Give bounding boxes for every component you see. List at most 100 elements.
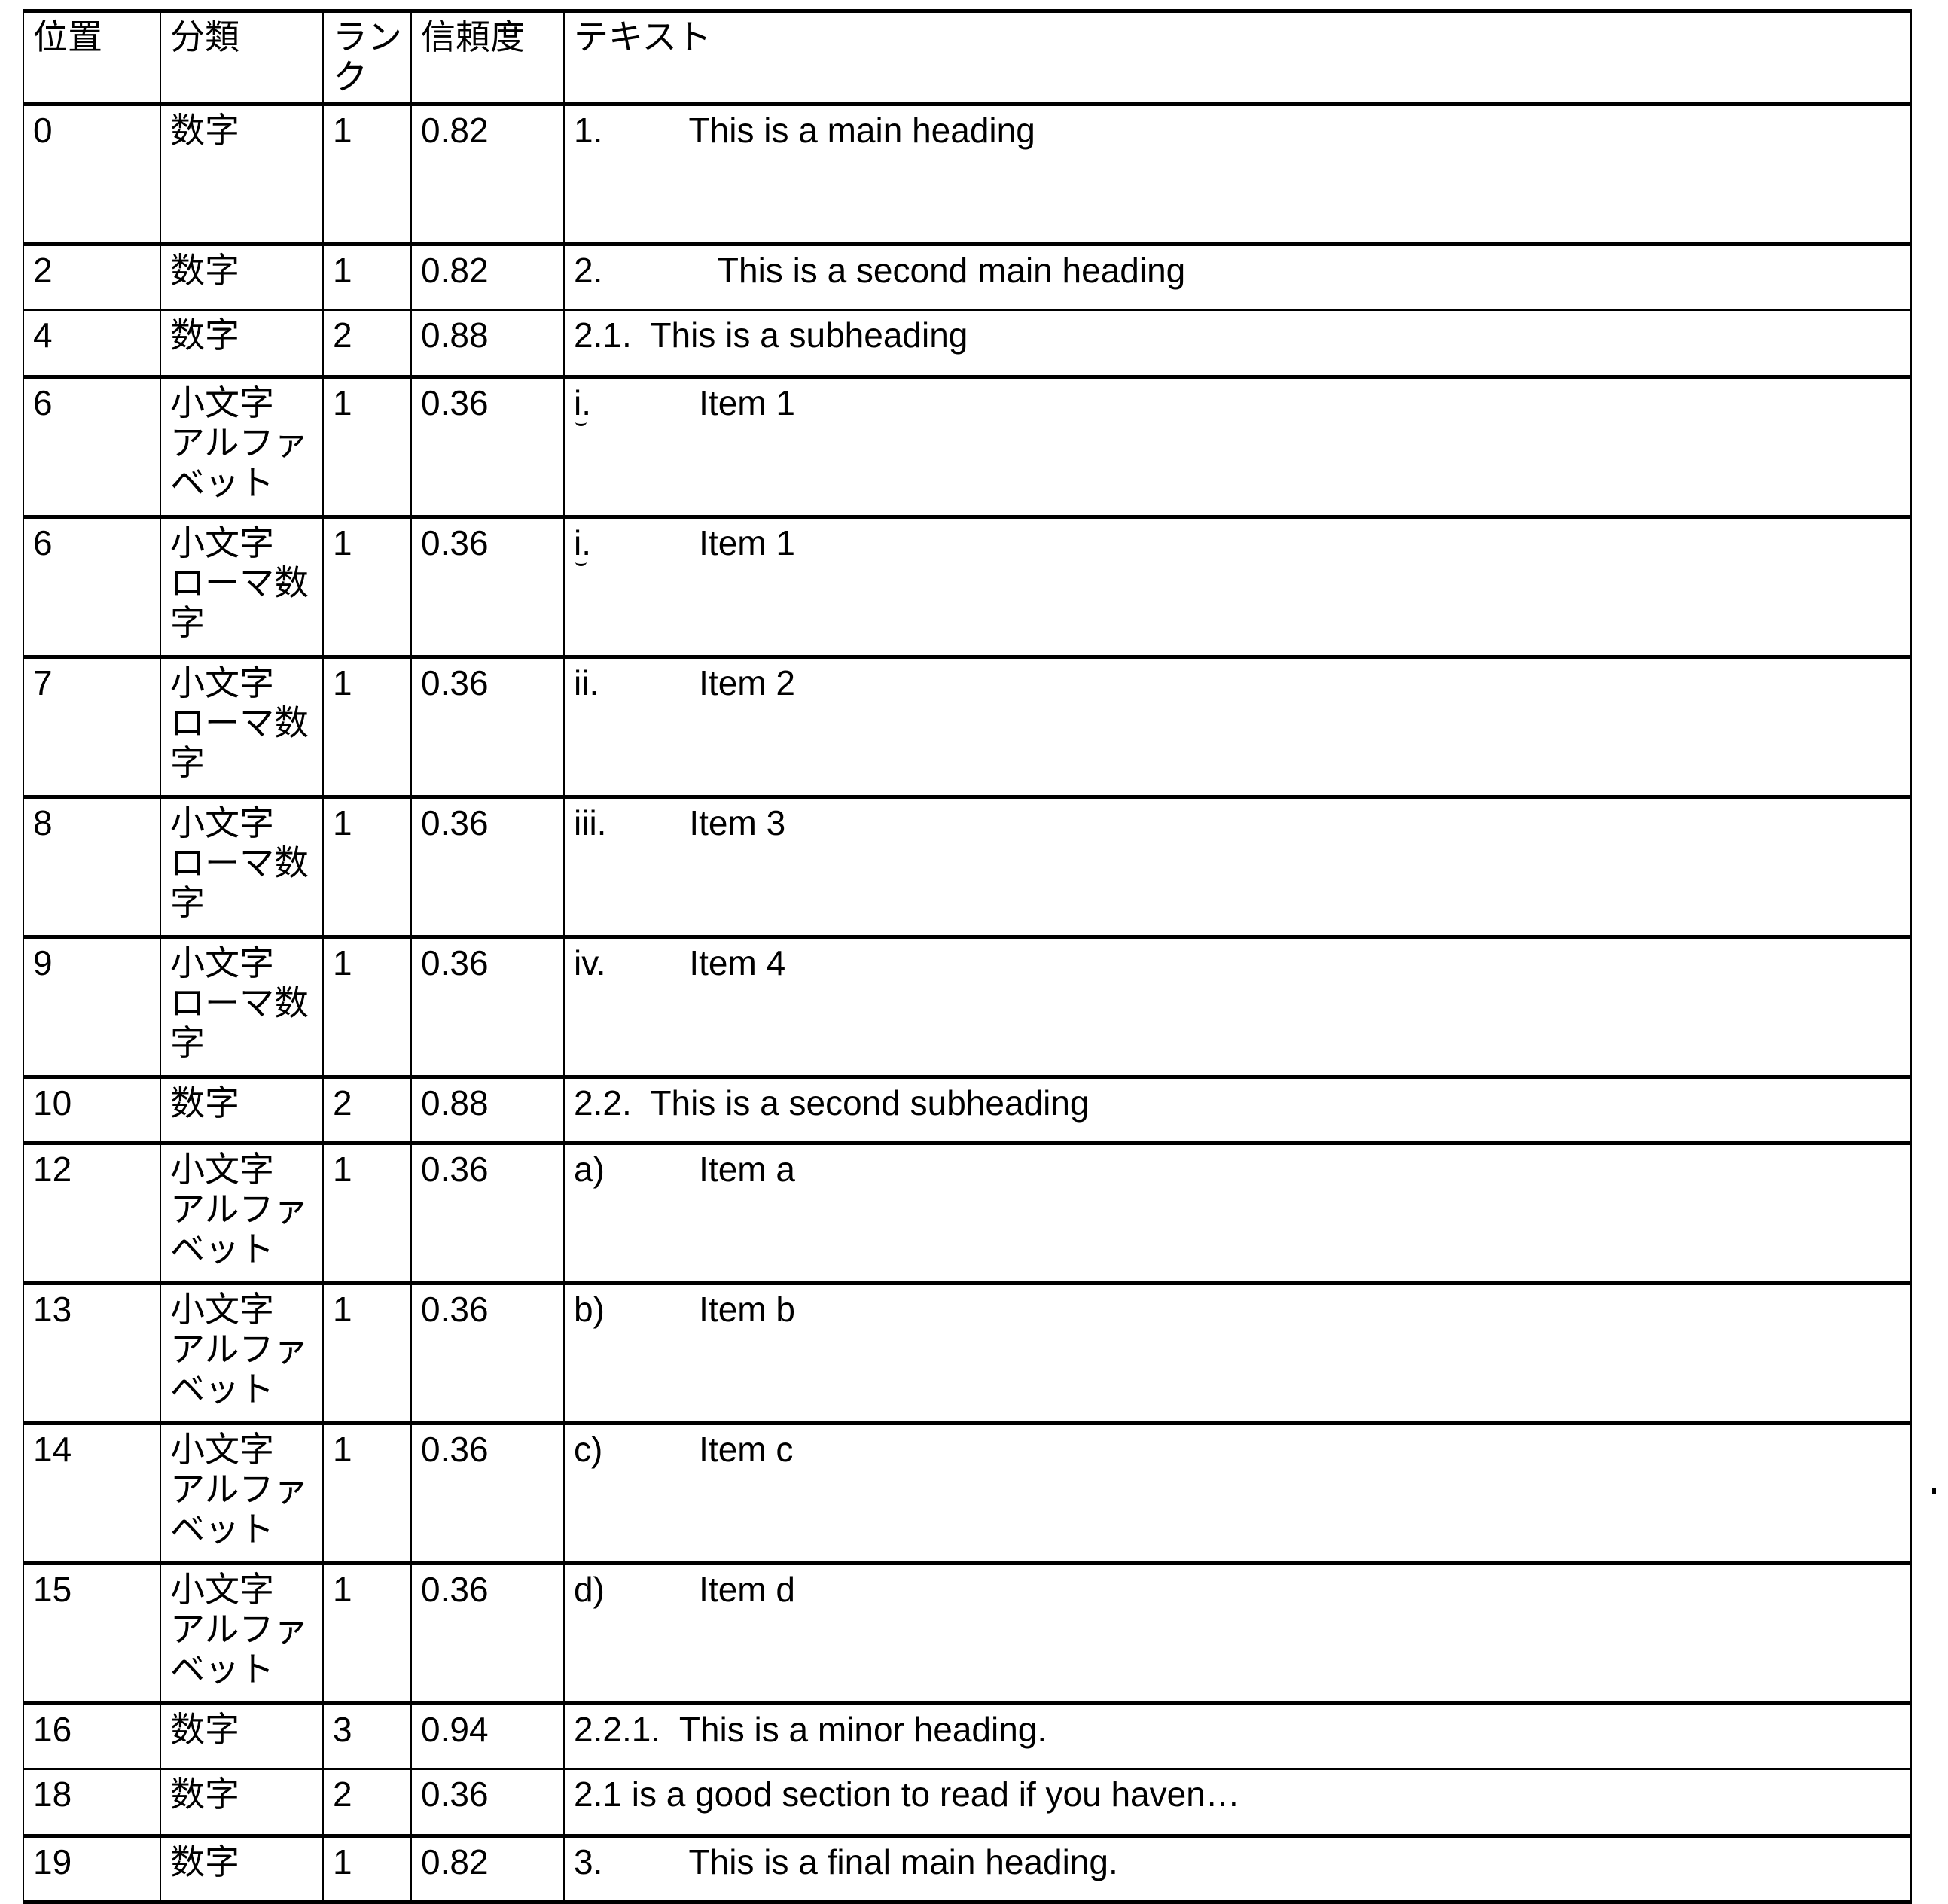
table-row: 10 数字 2 0.88 2.2. This is a second subhe… xyxy=(23,1077,1911,1143)
cell-category: 数字 xyxy=(160,244,323,310)
cell-position: 6 xyxy=(23,376,160,516)
cell-text: 1. This is a main heading xyxy=(564,104,1911,244)
cell-rank: 2 xyxy=(323,1769,411,1835)
table-header-row: 位置 分類 ランク 信頼度 テキスト xyxy=(23,11,1911,105)
cell-position: 12 xyxy=(23,1143,160,1283)
cell-text: 2.2.1. This is a minor heading. xyxy=(564,1703,1911,1769)
cell-rank: 1 xyxy=(323,516,411,656)
table-row: 12 小文字 アルファベット 1 0.36 a) Item a xyxy=(23,1143,1911,1283)
cell-category: 数字 xyxy=(160,310,323,376)
table-row: 18 数字 2 0.36 2.1 is a good section to re… xyxy=(23,1769,1911,1835)
column-header-position: 位置 xyxy=(23,11,160,105)
cell-rank: 1 xyxy=(323,937,411,1077)
cell-text: d) Item d xyxy=(564,1563,1911,1703)
cell-category: 数字 xyxy=(160,1835,323,1902)
cell-rank: 1 xyxy=(323,376,411,516)
cell-confidence: 0.82 xyxy=(411,244,564,310)
table-row: 7 小文字 ローマ数字 1 0.36 ii. Item 2 xyxy=(23,656,1911,797)
cell-rank: 1 xyxy=(323,1143,411,1283)
table-header: 位置 分類 ランク 信頼度 テキスト xyxy=(23,11,1911,105)
cell-position: 6 xyxy=(23,516,160,656)
cell-rank: 1 xyxy=(323,244,411,310)
cell-rank: 1 xyxy=(323,104,411,244)
cell-rank: 1 xyxy=(323,656,411,797)
cell-category: 小文字 ローマ数字 xyxy=(160,797,323,937)
cell-confidence: 0.88 xyxy=(411,1077,564,1143)
cell-confidence: 0.88 xyxy=(411,310,564,376)
cell-category: 小文字 アルファベット xyxy=(160,1563,323,1703)
cell-text: iv. Item 4 xyxy=(564,937,1911,1077)
cell-text: 3. This is a final main heading. xyxy=(564,1835,1911,1902)
cell-text: 2. This is a second main heading xyxy=(564,244,1911,310)
cell-confidence: 0.82 xyxy=(411,104,564,244)
table-row: 16 数字 3 0.94 2.2.1. This is a minor head… xyxy=(23,1703,1911,1769)
cell-category: 数字 xyxy=(160,1703,323,1769)
cell-confidence: 0.36 xyxy=(411,1283,564,1423)
cell-position: 2 xyxy=(23,244,160,310)
table-row: 8 小文字 ローマ数字 1 0.36 iii. Item 3 xyxy=(23,797,1911,937)
cell-rank: 1 xyxy=(323,1835,411,1902)
cell-text: 2.2. This is a second subheading xyxy=(564,1077,1911,1143)
cell-position: 9 xyxy=(23,937,160,1077)
cell-rank: 2 xyxy=(323,310,411,376)
table-body: 0 数字 1 0.82 1. This is a main heading 2 … xyxy=(23,104,1911,1902)
table-row: 19 数字 1 0.82 3. This is a final main hea… xyxy=(23,1835,1911,1902)
cell-text: c) Item c xyxy=(564,1423,1911,1563)
table-row: 9 小文字 ローマ数字 1 0.36 iv. Item 4 xyxy=(23,937,1911,1077)
cell-category: 小文字 アルファベット xyxy=(160,376,323,516)
cell-confidence: 0.36 xyxy=(411,376,564,516)
cell-category: 小文字 アルファベット xyxy=(160,1423,323,1563)
cell-category: 小文字 アルファベット xyxy=(160,1283,323,1423)
cell-category: 小文字 アルファベット xyxy=(160,1143,323,1283)
table-row: 6 小文字 ローマ数字 1 0.36 i. Item 1 xyxy=(23,516,1911,656)
cell-position: 13 xyxy=(23,1283,160,1423)
cell-rank: 1 xyxy=(323,1423,411,1563)
cell-confidence: 0.36 xyxy=(411,516,564,656)
table-row: 2 数字 1 0.82 2. This is a second main hea… xyxy=(23,244,1911,310)
table-row: 14 小文字 アルファベット 1 0.36 c) Item c xyxy=(23,1423,1911,1563)
cell-rank: 1 xyxy=(323,797,411,937)
cell-category: 小文字 ローマ数字 xyxy=(160,937,323,1077)
cell-rank: 3 xyxy=(323,1703,411,1769)
cell-position: 14 xyxy=(23,1423,160,1563)
cell-category: 小文字 ローマ数字 xyxy=(160,516,323,656)
cell-confidence: 0.82 xyxy=(411,1835,564,1902)
page-canvas: 位置 分類 ランク 信頼度 テキスト 0 数字 1 0.82 1. This i… xyxy=(0,0,1948,1544)
cell-category: 数字 xyxy=(160,1769,323,1835)
cell-text: i. Item 1 xyxy=(564,376,1911,516)
cell-rank: 1 xyxy=(323,1563,411,1703)
cell-rank: 1 xyxy=(323,1283,411,1423)
cell-confidence: 0.94 xyxy=(411,1703,564,1769)
cell-text: b) Item b xyxy=(564,1283,1911,1423)
column-header-rank: ランク xyxy=(323,11,411,105)
cell-position: 10 xyxy=(23,1077,160,1143)
cell-confidence: 0.36 xyxy=(411,1769,564,1835)
cell-confidence: 0.36 xyxy=(411,1563,564,1703)
cell-confidence: 0.36 xyxy=(411,937,564,1077)
cell-text: a) Item a xyxy=(564,1143,1911,1283)
cell-position: 15 xyxy=(23,1563,160,1703)
cell-text: 2.1. This is a subheading xyxy=(564,310,1911,376)
cell-position: 8 xyxy=(23,797,160,937)
scan-speck xyxy=(1932,1488,1936,1494)
cell-confidence: 0.36 xyxy=(411,1423,564,1563)
table-row: 0 数字 1 0.82 1. This is a main heading xyxy=(23,104,1911,244)
column-header-category: 分類 xyxy=(160,11,323,105)
cell-text: 2.1 is a good section to read if you hav… xyxy=(564,1769,1911,1835)
cell-confidence: 0.36 xyxy=(411,656,564,797)
table-row: 4 数字 2 0.88 2.1. This is a subheading xyxy=(23,310,1911,376)
cell-position: 4 xyxy=(23,310,160,376)
cell-confidence: 0.36 xyxy=(411,1143,564,1283)
cell-category: 小文字 ローマ数字 xyxy=(160,656,323,797)
cell-text: ii. Item 2 xyxy=(564,656,1911,797)
table-row: 15 小文字 アルファベット 1 0.36 d) Item d xyxy=(23,1563,1911,1703)
cell-category: 数字 xyxy=(160,1077,323,1143)
classification-results-table: 位置 分類 ランク 信頼度 テキスト 0 数字 1 0.82 1. This i… xyxy=(23,9,1912,1904)
column-header-confidence: 信頼度 xyxy=(411,11,564,105)
table-row: 6 小文字 アルファベット 1 0.36 i. Item 1 xyxy=(23,376,1911,516)
cell-position: 19 xyxy=(23,1835,160,1902)
cell-text: iii. Item 3 xyxy=(564,797,1911,937)
cell-text: i. Item 1 xyxy=(564,516,1911,656)
table-row: 13 小文字 アルファベット 1 0.36 b) Item b xyxy=(23,1283,1911,1423)
cell-rank: 2 xyxy=(323,1077,411,1143)
